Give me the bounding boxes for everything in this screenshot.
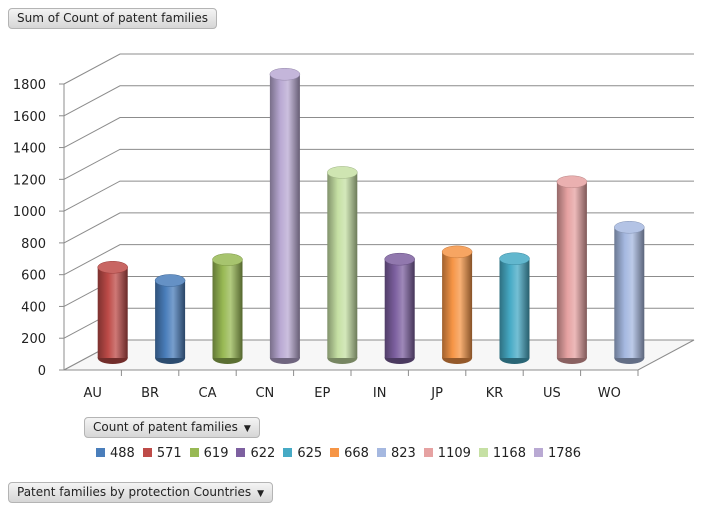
y-tick-label: 800 (21, 237, 46, 252)
chart-labels: 0 200 400 600 800 1000 1200 1400 1600 1800 AU BR CA C… (13, 78, 621, 401)
x-tick-label: BR (141, 386, 159, 401)
bar (384, 252, 415, 364)
x-tick-label: CA (199, 386, 217, 401)
legend-item: 1168 (478, 446, 526, 461)
gridline (63, 85, 694, 117)
series-field-label: Count of patent families (93, 420, 238, 434)
legend-label: 823 (390, 446, 416, 461)
x-tick-label: CN (255, 386, 274, 401)
legend-item: 622 (236, 446, 275, 461)
gridline (63, 148, 694, 180)
chart-bars (97, 67, 645, 364)
axis-field-label: Patent families by protection Countries (17, 485, 252, 499)
y-tick-label: 1400 (13, 142, 46, 157)
bar (327, 166, 358, 364)
gridline (63, 117, 694, 148)
legend-swatch (533, 448, 543, 457)
legend-swatch (283, 448, 293, 457)
bar (212, 253, 243, 364)
x-tick-label: KR (486, 386, 504, 401)
bar (97, 261, 128, 364)
gridline (63, 53, 694, 85)
bar (441, 245, 473, 364)
x-tick-label: AU (83, 386, 101, 401)
x-tick-label: EP (314, 386, 330, 401)
legend-item: 823 (376, 446, 416, 461)
legend-item: 1109 (423, 446, 471, 461)
x-tick-label: IN (373, 386, 387, 401)
legend-item: 1786 (533, 446, 582, 461)
legend-swatch (96, 448, 105, 457)
y-tick-label: 200 (21, 332, 46, 347)
y-tick-label: 1000 (13, 205, 46, 220)
legend-label: 625 (297, 446, 323, 461)
y-tick-label: 1200 (13, 173, 46, 188)
x-tick-label: WO (598, 386, 621, 401)
bar (499, 252, 530, 364)
legend-label: 1786 (547, 446, 582, 461)
legend-label: 619 (203, 446, 229, 461)
x-tick-label: JP (430, 386, 443, 401)
bar (269, 67, 301, 364)
legend-swatch (142, 448, 152, 457)
bar (154, 274, 186, 364)
legend-item: 619 (189, 446, 229, 461)
chart-axes (59, 83, 639, 376)
legend-label: 622 (250, 446, 276, 461)
legend-item: 488 (96, 446, 135, 461)
legend-swatch (376, 448, 386, 457)
triangle-down-icon: ▼ (257, 489, 265, 499)
legend-label: 571 (156, 446, 182, 461)
legend-label: 488 (110, 446, 135, 461)
gridline (63, 212, 694, 244)
legend-swatch (189, 448, 199, 457)
legend-label: 668 (344, 446, 369, 461)
value-field-label: Sum of Count of patent families (17, 11, 209, 25)
legend-swatch (478, 448, 488, 457)
chart-legend: 488 571 619 622 625 668 823 1109 1168 1786 (96, 446, 589, 461)
y-tick-label: 1600 (13, 110, 46, 125)
legend-item: 571 (142, 446, 182, 461)
bar (614, 220, 645, 364)
legend-label: 1168 (492, 446, 526, 461)
gridline (63, 180, 694, 212)
value-field-button[interactable]: Sum of Count of patent families (8, 8, 218, 29)
legend-item: 625 (283, 446, 322, 461)
y-tick-label: 400 (21, 300, 46, 315)
y-tick-label: 1800 (13, 78, 46, 93)
legend-swatch (236, 448, 246, 457)
legend-swatch (423, 448, 433, 457)
legend-swatch (330, 448, 340, 457)
x-tick-label: US (543, 386, 561, 401)
legend-item: 668 (330, 446, 369, 461)
y-tick-label: 600 (21, 269, 46, 284)
triangle-down-icon: ▼ (243, 424, 251, 434)
axis-field-button[interactable]: Patent families by protection Countries ▼ (8, 482, 274, 503)
y-tick-label: 0 (38, 364, 46, 379)
gridline (63, 244, 694, 276)
legend-label: 1109 (437, 446, 471, 461)
bar (556, 175, 588, 364)
series-field-button[interactable]: Count of patent families ▼ (84, 417, 260, 438)
